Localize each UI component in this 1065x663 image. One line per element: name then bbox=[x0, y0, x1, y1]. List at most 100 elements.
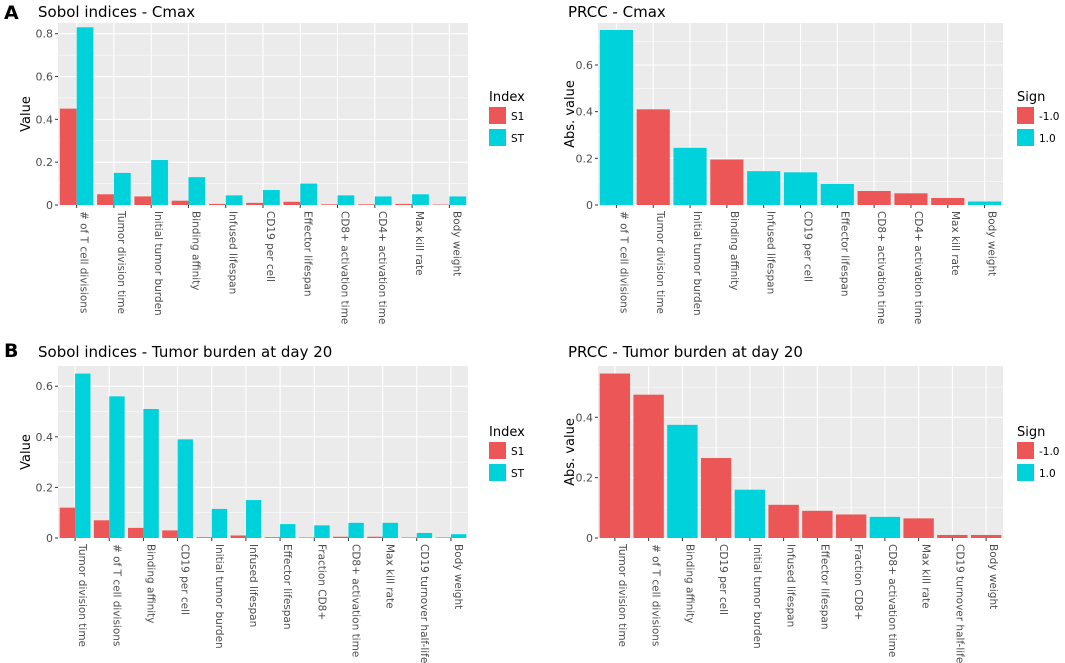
x-tick-label: Binding affinity bbox=[728, 211, 740, 291]
bar-s1-7 bbox=[298, 537, 315, 538]
x-tick-label: CD8+ activation time bbox=[339, 211, 351, 324]
bar-s1-6 bbox=[283, 201, 301, 205]
bar-0 bbox=[599, 373, 631, 538]
x-tick-label: Tumor division time bbox=[76, 543, 88, 647]
x-tick-label: CD19 per cell bbox=[179, 544, 191, 615]
legend-swatch-1 bbox=[489, 129, 506, 146]
x-tick-label: Binding affinity bbox=[189, 211, 201, 291]
y-tick-label: 0.2 bbox=[36, 156, 54, 169]
plot-panel bbox=[598, 366, 1003, 538]
y-tick-label: 0.4 bbox=[36, 431, 54, 444]
y-tick-label: 0 bbox=[586, 532, 593, 545]
legend-swatch-1 bbox=[1017, 129, 1034, 146]
x-tick-label: Effector lifespan bbox=[818, 544, 830, 630]
bar-s1-1 bbox=[97, 194, 114, 205]
bar-s1-0 bbox=[59, 108, 77, 205]
chart-title: Sobol indices - Tumor burden at day 20 bbox=[38, 343, 332, 361]
x-tick-label: Effector lifespan bbox=[301, 211, 313, 297]
x-tick-label: Initial tumor burden bbox=[691, 211, 703, 316]
y-tick-label: 0.4 bbox=[576, 106, 594, 119]
x-tick-label: Body weight bbox=[986, 211, 998, 276]
legend-label-1: ST bbox=[511, 468, 525, 480]
bar-st-6 bbox=[300, 183, 318, 205]
chart-title: Sobol indices - Cmax bbox=[38, 3, 195, 21]
bar-7 bbox=[857, 191, 891, 205]
legend-swatch-0 bbox=[489, 442, 506, 459]
x-tick-label: Infused lifespan bbox=[227, 211, 239, 294]
bar-9 bbox=[903, 518, 934, 538]
x-tick-label: CD4+ activation time bbox=[912, 211, 924, 324]
x-tick-label: Max kill rate bbox=[949, 211, 961, 276]
bar-st-10 bbox=[416, 532, 433, 538]
y-tick-label: 0.8 bbox=[36, 28, 54, 41]
y-axis-label: Abs. value bbox=[563, 80, 578, 148]
legend-title: Index bbox=[489, 90, 525, 105]
bar-st-6 bbox=[280, 524, 296, 538]
bar-s1-9 bbox=[395, 203, 413, 205]
y-tick-label: 0.2 bbox=[576, 472, 594, 485]
x-tick-label: Tumor division time bbox=[654, 210, 666, 314]
legend-label-0: -1.0 bbox=[1039, 446, 1060, 458]
bar-st-9 bbox=[412, 194, 429, 205]
bar-s1-5 bbox=[230, 535, 246, 538]
bar-s1-8 bbox=[333, 536, 349, 538]
y-axis-label: Abs. value bbox=[563, 418, 578, 486]
x-tick-label: Binding affinity bbox=[683, 544, 695, 624]
x-tick-label: Max kill rate bbox=[413, 211, 425, 276]
panel-label-b: B bbox=[4, 340, 18, 362]
y-tick-label: 0.2 bbox=[576, 152, 594, 165]
bar-st-10 bbox=[449, 196, 467, 205]
x-tick-label: CD19 turnover half-life bbox=[953, 544, 965, 663]
y-tick-label: 0.4 bbox=[36, 113, 54, 126]
y-tick-label: 0 bbox=[586, 199, 593, 212]
bar-3 bbox=[710, 159, 744, 205]
bar-st-2 bbox=[151, 160, 168, 205]
legend-swatch-0 bbox=[1017, 107, 1034, 124]
x-tick-label: # of T cell divisions bbox=[110, 544, 122, 646]
bar-st-8 bbox=[374, 196, 392, 205]
x-tick-label: CD19 per cell bbox=[717, 544, 729, 615]
chart-title: PRCC - Cmax bbox=[568, 3, 666, 21]
y-tick-label: 0.6 bbox=[36, 71, 54, 84]
bar-5 bbox=[783, 172, 818, 205]
chart-sobol-cmax: 0 0.2 0.4 0.6 0.8 # of T cell divisions Tumor … bbox=[19, 3, 525, 324]
bar-0 bbox=[599, 30, 633, 205]
bar-s1-11 bbox=[435, 537, 451, 538]
x-tick-label: Fraction CD8+ bbox=[315, 544, 327, 620]
bar-s1-3 bbox=[162, 530, 178, 538]
bar-4 bbox=[747, 171, 781, 205]
bar-s1-1 bbox=[93, 520, 110, 538]
x-tick-label: CD19 per cell bbox=[264, 211, 276, 282]
y-tick-label: 0 bbox=[46, 199, 53, 212]
x-tick-label: CD8+ activation time bbox=[886, 544, 898, 657]
bar-st-7 bbox=[314, 525, 330, 538]
bar-3 bbox=[700, 458, 732, 538]
bar-st-5 bbox=[263, 190, 280, 205]
x-tick-label: # of T cell divisions bbox=[78, 211, 90, 313]
legend-swatch-0 bbox=[1017, 442, 1034, 459]
chart-title: PRCC - Tumor burden at day 20 bbox=[568, 343, 803, 361]
chart-sobol-tumor: 0 0.2 0.4 0.6 Tumor division time # of T cell… bbox=[19, 343, 525, 663]
x-tick-label: Body weight bbox=[450, 211, 462, 276]
bar-4 bbox=[734, 489, 766, 538]
legend: Index S1 ST bbox=[489, 90, 525, 146]
bar-s1-2 bbox=[134, 196, 152, 205]
bar-st-1 bbox=[109, 396, 125, 538]
x-tick-label: CD8+ activation time bbox=[349, 544, 361, 657]
legend-label-0: S1 bbox=[511, 111, 524, 123]
bar-7 bbox=[835, 514, 867, 538]
bar-st-5 bbox=[245, 500, 262, 538]
bar-st-9 bbox=[382, 522, 398, 538]
y-tick-label: 0.6 bbox=[36, 380, 54, 393]
bar-st-2 bbox=[143, 409, 159, 538]
y-tick-label: 0.6 bbox=[576, 59, 594, 72]
y-tick-label: 0 bbox=[46, 532, 53, 545]
bar-9 bbox=[931, 198, 965, 205]
bar-10 bbox=[968, 201, 1002, 205]
legend-label-1: ST bbox=[511, 133, 525, 145]
bar-s1-3 bbox=[171, 200, 189, 205]
legend: Sign -1.0 1.0 bbox=[1017, 425, 1060, 481]
bar-st-0 bbox=[75, 373, 91, 538]
bar-s1-10 bbox=[401, 537, 417, 538]
bar-st-0 bbox=[76, 27, 94, 206]
